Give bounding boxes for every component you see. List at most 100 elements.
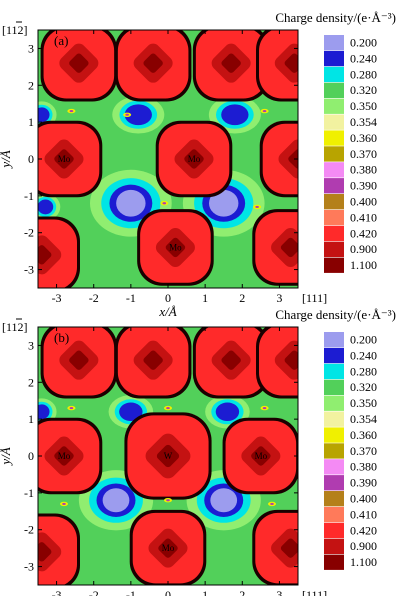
legend-value: 0.320	[350, 83, 377, 97]
legend-swatch	[324, 241, 344, 257]
contour-band	[125, 113, 129, 116]
atom-label: Mo	[255, 451, 268, 461]
legend-value: 0.410	[350, 210, 377, 224]
legend-value: 0.900	[350, 242, 377, 256]
contour-band	[38, 107, 50, 123]
contour-band	[166, 499, 170, 502]
x-tick-label: 2	[239, 588, 245, 596]
contour-band	[284, 350, 298, 370]
legend-value: 0.420	[350, 226, 377, 240]
legend-swatch	[324, 427, 344, 443]
legend-swatch	[324, 443, 344, 459]
legend-swatch	[324, 178, 344, 194]
x-axis-label: x/Å	[158, 304, 176, 319]
legend-value: 0.350	[350, 396, 377, 410]
legend-value: 0.400	[350, 492, 377, 506]
y-tick-label: -2	[24, 523, 34, 537]
contour-band	[102, 488, 130, 513]
y-tick-label: 2	[28, 375, 34, 389]
legend-value: 0.354	[350, 412, 377, 426]
x-direction-label: [111]	[302, 588, 327, 596]
atom-label: W	[164, 451, 173, 461]
legend-swatch	[324, 538, 344, 554]
legend-value: 0.354	[350, 115, 377, 129]
y-tick-label: 1	[28, 412, 34, 426]
contour-plot	[38, 327, 298, 585]
x-tick-label: -1	[126, 588, 136, 596]
legend-value: 0.240	[350, 348, 377, 362]
legend-swatch	[324, 491, 344, 507]
contour-band	[69, 53, 89, 73]
legend-value: 0.390	[350, 179, 377, 193]
contour-band	[162, 202, 167, 205]
contour-band	[166, 406, 170, 410]
panel-a: Mo Mo Mo -3 -2 -1 0 1 2 3 -3 -2 -1 0 1 2 3 (a) x/Å y/Å [111]…	[0, 10, 396, 319]
legend-value: 0.380	[350, 163, 377, 177]
legend-value: 0.200	[350, 333, 377, 347]
atom-label: Mo	[58, 451, 71, 461]
contour-band	[270, 502, 274, 506]
contour-band	[54, 149, 74, 169]
y-axis-label: y/Å	[0, 150, 13, 169]
legend-swatch	[324, 257, 344, 273]
legend-value: 0.280	[350, 67, 377, 81]
panel-b: Mo W Mo Mo -3 -2 -1 0 1 2 3 -3 -2 -1 0 1 2 3 (b) x/Å y/Å [111…	[0, 307, 396, 596]
y-axis-label: y/Å	[0, 447, 13, 466]
x-tick-label: -2	[89, 291, 99, 305]
atom-label: Mo	[58, 154, 71, 164]
contour-band	[158, 538, 178, 558]
contour-band	[262, 109, 267, 113]
contour-band	[280, 538, 298, 558]
contour-band	[69, 406, 74, 410]
legend-value: 0.200	[350, 36, 377, 50]
legend-value: 0.360	[350, 428, 377, 442]
contour-band	[184, 149, 204, 169]
x-tick-label: 0	[165, 588, 171, 596]
legend-swatch	[324, 146, 344, 162]
contour-band	[38, 404, 50, 420]
contour-band	[278, 139, 298, 179]
legend-title: Charge density/(e·Å⁻³)	[275, 307, 396, 322]
legend-value: 0.390	[350, 476, 377, 490]
y-tick-label: 3	[28, 41, 34, 55]
legend-swatch	[324, 82, 344, 98]
legend-swatch	[324, 363, 344, 380]
contour-band	[210, 488, 238, 513]
contour-band	[62, 502, 66, 506]
x-tick-label: -1	[126, 291, 136, 305]
legend-swatch	[324, 379, 344, 395]
contour-band	[284, 53, 298, 73]
y-tick-label: -3	[24, 263, 34, 277]
legend-value: 0.350	[350, 99, 377, 113]
legend-value: 0.900	[350, 539, 377, 553]
atom-label: Mo	[188, 154, 201, 164]
atom-label: Mo	[162, 543, 175, 553]
x-tick-label: -3	[52, 588, 62, 596]
legend-swatch	[324, 411, 344, 427]
contour-band	[69, 109, 74, 113]
atom-label: Mo	[169, 242, 182, 252]
legend-swatch	[324, 66, 344, 83]
contour-band	[209, 189, 239, 217]
contour-band	[156, 444, 180, 468]
legend-value: 0.410	[350, 507, 377, 521]
legend-swatch	[324, 209, 344, 226]
legend-value: 1.100	[350, 258, 377, 272]
legend-value: 0.240	[350, 51, 377, 65]
legend-swatch	[324, 506, 344, 523]
contour-band	[54, 446, 74, 466]
legend-swatch	[324, 50, 344, 67]
panel-label: (b)	[54, 330, 69, 345]
legend-value: 0.370	[350, 444, 377, 458]
legend-value: 0.420	[350, 523, 377, 537]
contour-band	[165, 237, 186, 258]
legend-swatch	[324, 194, 344, 210]
legend-swatch	[324, 130, 344, 146]
x-tick-label: 1	[202, 291, 208, 305]
legend-value: 0.380	[350, 460, 377, 474]
contour-band	[288, 149, 298, 169]
contour-band	[262, 406, 267, 410]
